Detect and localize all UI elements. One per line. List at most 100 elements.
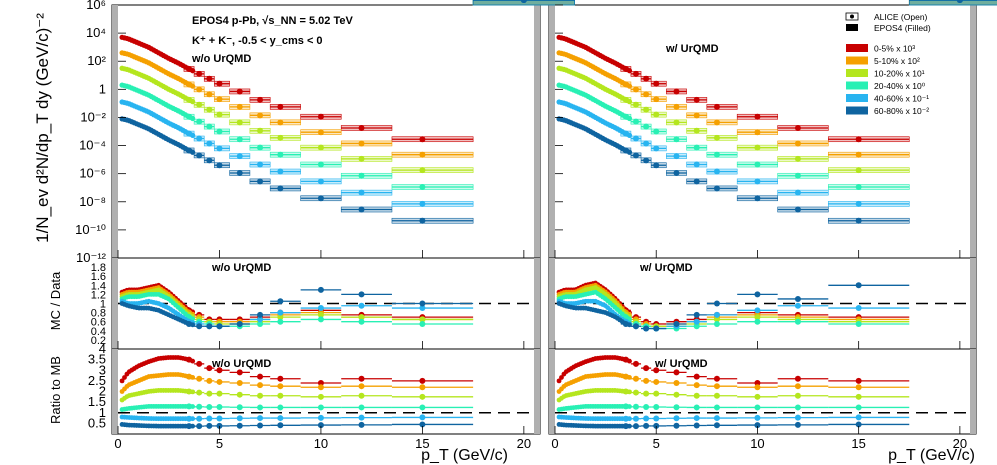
ratio-mb-point-left [419,404,426,411]
xlabel-right: p_T (GeV/c) [888,447,975,464]
ratio-mb-point-right [713,415,720,422]
spectra-ytick-label: 10⁶ [86,0,106,12]
spectrum-point-right [794,140,801,147]
ratio-mb-point-right [673,369,680,376]
spectrum-point-right [622,96,629,103]
ratio-mb-point-right [754,380,761,386]
spectrum-point-left [216,128,223,135]
ratio-mb-ytick-label: 0.5 [88,415,106,430]
ratio-mb-point-left [206,422,213,429]
spectrum-point-left-syst [340,189,393,196]
spectrum-point-left [277,168,284,175]
spectrum-point-left [196,101,203,108]
xtick-label-right: 10 [750,436,764,451]
mc-data-point-right [693,323,700,330]
ratio-mb-point-left [186,356,193,363]
ratio-mb-point-left [216,404,223,411]
spectrum-point-right [673,103,680,110]
ratio-mb-point-right [855,404,862,411]
spectrum-point-left-syst [269,104,301,110]
spectrum-point-left [216,96,223,103]
spectrum-point-left [419,151,426,158]
ratio-mb-point-right [693,404,700,411]
spectrum-point-right [754,129,761,136]
ratio-mb-point-right [693,382,700,389]
panel-strip-left-spectra-right [549,5,555,258]
mc-data-point-right [713,311,720,318]
spectrum-point-left [236,169,243,176]
spectrum-point-right [643,75,650,82]
spectrum-point-left [206,75,213,82]
ratio-mb-point-right [632,375,639,382]
mc-data-point-left [277,318,284,325]
spectrum-point-left [419,167,426,174]
panel-strip-right-ratio_data-left [534,258,540,349]
ratio-mb-point-left [358,414,365,421]
spectrum-point-left [257,127,264,134]
spectrum-point-right-syst [706,168,738,175]
mc-data-point-right [794,295,801,302]
ratio-mb-point-left [358,404,365,411]
spectra-ytick-label: 10² [87,53,106,68]
mc-data-point-left [358,302,365,309]
mc-data-point-right [693,311,700,318]
spectrum-point-left [358,206,365,213]
ratio-mb-point-right [632,360,639,367]
ratio-mb-point-right [754,422,761,429]
ratio-mb-point-right [855,384,862,391]
spectrum-point-right [673,169,680,176]
spectrum-point-right-syst [777,140,829,147]
spectrum-point-right [855,167,862,174]
ratio-mb-point-left [317,393,324,400]
mc-data-point-left [216,323,223,330]
mc-data-point-right [653,325,660,332]
ratio-mb-right-label: w/ UrQMD [654,358,708,370]
data-marks [118,0,997,430]
ratio-mb-point-right [754,414,761,421]
legend: ALICE (Open) EPOS4 (Filled) 0-5% x 10³ 5-… [845,12,931,116]
spectrum-point-left-syst [269,168,301,175]
ratio-mb-point-left [196,375,203,382]
spectrum-point-right [632,70,639,77]
ratio-mb-point-right [653,415,660,422]
spectrum-point-left [196,118,203,125]
mc-data-point-left [317,316,324,323]
spectra-ytick-label: 10⁻¹⁰ [75,222,106,237]
ratio-mb-point-left [196,403,203,410]
spectrum-point-left [186,81,193,88]
ratio-mb-point-left [257,404,264,411]
spectrum-point-left [216,162,223,169]
spectrum-point-right [855,136,862,143]
spectrum-point-right-syst [706,185,738,192]
ratio-mb-point-right [794,375,801,382]
ratio-mb-point-left [216,422,223,429]
ratio-mb-point-left [206,404,213,411]
legend-label: 60-80% x 10⁻² [874,106,929,116]
spectrum-point-right [754,144,761,151]
spectra-ylabel: 1/N_ev d²N/dp_T dy (GeV/c)⁻² [33,13,52,243]
spectrum-point-right [643,123,650,130]
ratio-mb-point-right [653,378,660,385]
spectrum-point-left [277,103,284,110]
ratio-mb-ytick-label: 3 [99,362,106,377]
panel-strip-left-ratio_mb-left [112,349,118,434]
ratio-data-ytick-label: 1.2 [91,289,106,301]
spectrum-point-right [643,157,650,164]
xtick-label-left: 5 [216,436,223,451]
ratio-mb-point-right [673,422,680,429]
spectrum-point-right-syst [777,206,829,213]
panel-strip-right-ratio_mb-right [970,349,976,434]
spectrum-point-left [277,185,284,192]
ratio-mb-point-left [206,377,213,384]
spectrum-point-right [632,152,639,159]
ratio-mb-point-left [277,422,284,429]
spectrum-point-right [622,113,629,120]
ratio-mb-point-left [216,367,223,374]
spectrum-point-left-syst [391,151,474,158]
ratio-data-right-label: w/ UrQMD [639,262,693,274]
legend-label: 0-5% x 10³ [874,44,915,54]
legend-swatch [846,81,868,90]
spectrum-point-right [622,130,629,137]
ratio-mb-point-left [277,383,284,390]
xtick-label-right: 0 [551,436,558,451]
